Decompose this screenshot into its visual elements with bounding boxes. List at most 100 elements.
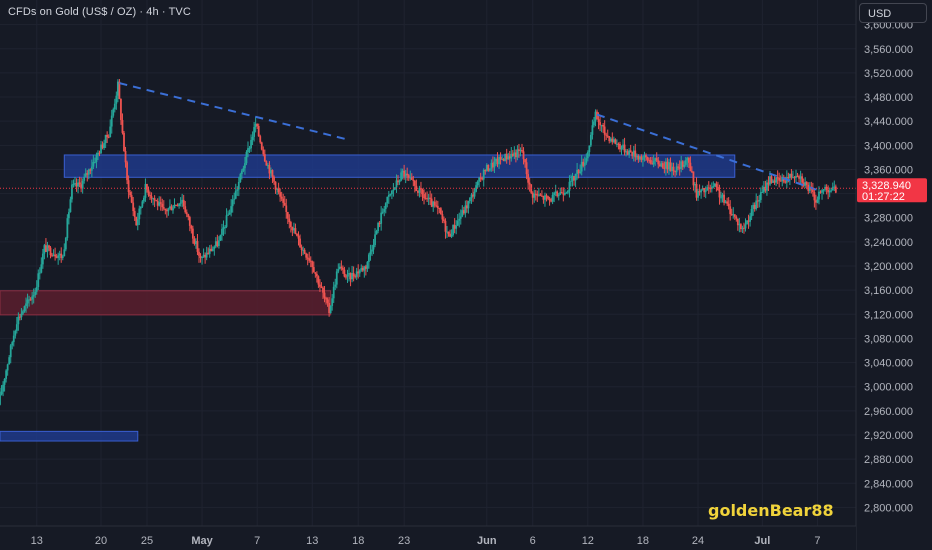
candle-down bbox=[165, 210, 168, 212]
candle-up bbox=[700, 189, 703, 193]
candle-up bbox=[245, 152, 248, 164]
candle-down bbox=[256, 123, 259, 126]
candle-up bbox=[684, 160, 687, 165]
candle-up bbox=[456, 220, 459, 226]
candle-up bbox=[482, 169, 485, 180]
bar-countdown-label: 01:27:22 bbox=[862, 191, 905, 203]
candle-up bbox=[369, 251, 372, 255]
candle-down bbox=[421, 189, 424, 195]
candle-up bbox=[37, 273, 40, 287]
candle-up bbox=[66, 218, 69, 238]
candle-up bbox=[231, 199, 234, 207]
candle-up bbox=[372, 245, 375, 250]
candle-down bbox=[317, 276, 320, 285]
candle-up bbox=[144, 183, 147, 198]
x-tick-label: Jun bbox=[477, 535, 497, 547]
candle-up bbox=[233, 198, 236, 200]
candle-up bbox=[228, 212, 231, 215]
candle-up bbox=[533, 193, 536, 198]
candle-down bbox=[672, 166, 675, 172]
currency-button[interactable]: USD bbox=[859, 3, 927, 23]
candle-up bbox=[87, 169, 90, 175]
candle-up bbox=[363, 266, 366, 271]
x-tick-label: 7 bbox=[814, 535, 820, 547]
candle-down bbox=[429, 197, 432, 199]
candle-down bbox=[282, 198, 285, 203]
y-tick-label: 3,520.000 bbox=[864, 68, 913, 80]
candle-up bbox=[332, 286, 335, 299]
candle-down bbox=[273, 176, 275, 182]
candle-up bbox=[103, 143, 105, 148]
candle-up bbox=[348, 272, 350, 275]
candle-down bbox=[289, 222, 292, 228]
candle-down bbox=[677, 166, 680, 168]
candle-down bbox=[341, 268, 344, 270]
candle-up bbox=[250, 139, 252, 149]
candle-down bbox=[424, 198, 427, 200]
candle-down bbox=[129, 192, 132, 196]
candle-down bbox=[499, 157, 502, 160]
candle-up bbox=[211, 248, 214, 252]
candle-up bbox=[772, 180, 774, 183]
candle-up bbox=[409, 177, 412, 179]
candle-down bbox=[107, 136, 110, 138]
candle-up bbox=[675, 166, 678, 173]
candle-down bbox=[548, 198, 551, 200]
candle-up bbox=[331, 298, 334, 306]
candle-down bbox=[146, 183, 148, 190]
candle-down bbox=[403, 170, 406, 177]
candle-down bbox=[819, 191, 822, 193]
candle-up bbox=[557, 194, 560, 197]
candle-up bbox=[792, 177, 794, 179]
y-tick-label: 3,160.000 bbox=[864, 285, 913, 297]
author-watermark: goldenBear88 bbox=[708, 501, 834, 520]
candle-down bbox=[184, 206, 187, 213]
candle-up bbox=[588, 145, 591, 153]
price-tag-background bbox=[857, 178, 927, 203]
candle-down bbox=[436, 205, 439, 208]
candle-down bbox=[536, 194, 539, 196]
candle-up bbox=[213, 246, 216, 249]
candle-down bbox=[415, 185, 418, 191]
candle-down bbox=[709, 188, 712, 190]
candle-down bbox=[449, 233, 451, 237]
candle-up bbox=[58, 253, 61, 256]
candle-down bbox=[155, 200, 158, 202]
candle-down bbox=[678, 167, 681, 169]
candle-up bbox=[418, 187, 421, 193]
candle-up bbox=[697, 191, 699, 198]
candle-up bbox=[591, 125, 594, 135]
candle-down bbox=[542, 195, 545, 200]
candle-up bbox=[395, 180, 398, 188]
candle-down bbox=[185, 212, 188, 215]
candle-up bbox=[720, 197, 722, 199]
candle-up bbox=[816, 199, 819, 203]
candle-up bbox=[490, 162, 493, 169]
x-tick-label: 24 bbox=[692, 535, 704, 547]
candle-down bbox=[779, 180, 782, 182]
candle-down bbox=[695, 183, 698, 198]
candle-down bbox=[577, 169, 580, 174]
candle-up bbox=[266, 165, 269, 167]
candle-down bbox=[288, 218, 291, 223]
candle-up bbox=[683, 164, 686, 167]
candle-up bbox=[495, 158, 497, 162]
candle-down bbox=[805, 182, 808, 185]
candle-up bbox=[338, 266, 341, 270]
candle-up bbox=[749, 216, 751, 222]
x-tick-label: 12 bbox=[582, 535, 594, 547]
candle-up bbox=[38, 272, 41, 274]
candle-down bbox=[352, 273, 355, 277]
candle-down bbox=[198, 251, 200, 256]
candle-up bbox=[366, 261, 369, 269]
candle-down bbox=[322, 287, 324, 293]
candle-up bbox=[571, 175, 574, 181]
candle-down bbox=[617, 143, 620, 145]
candle-down bbox=[528, 182, 531, 185]
candle-up bbox=[567, 190, 569, 193]
candle-up bbox=[458, 218, 461, 221]
candle-up bbox=[738, 224, 741, 226]
candle-down bbox=[521, 149, 523, 152]
